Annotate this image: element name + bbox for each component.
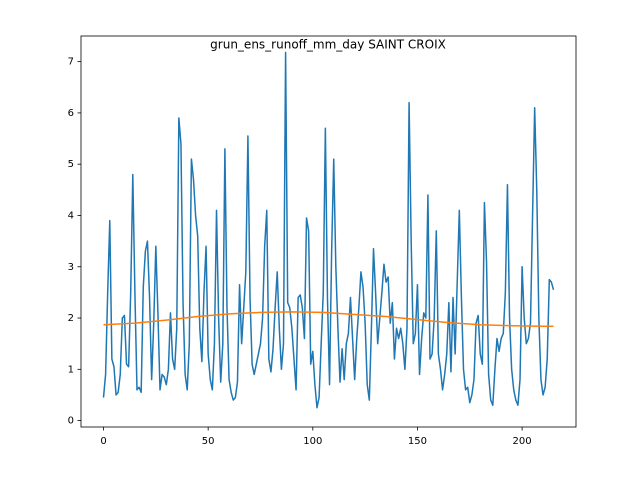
series-line <box>102 51 555 409</box>
x-tick-label: 50 <box>202 436 215 447</box>
y-tick-label: 0 <box>68 416 74 427</box>
y-tick-label: 5 <box>68 159 74 170</box>
x-tick-label: 0 <box>100 436 106 447</box>
chart-title: grun_ens_runoff_mm_day SAINT CROIX <box>210 38 446 52</box>
y-tick-label: 1 <box>68 364 74 375</box>
y-tick-label: 4 <box>68 210 74 221</box>
y-tick-label: 3 <box>68 262 74 273</box>
x-tick-label: 100 <box>303 436 322 447</box>
y-tick-label: 6 <box>68 108 74 119</box>
plot-frame <box>80 35 577 428</box>
x-tick-label: 200 <box>513 436 532 447</box>
y-tick-label: 2 <box>68 313 74 324</box>
y-tick-label: 7 <box>68 57 74 68</box>
x-tick-label: 150 <box>408 436 427 447</box>
series-line <box>103 311 554 327</box>
